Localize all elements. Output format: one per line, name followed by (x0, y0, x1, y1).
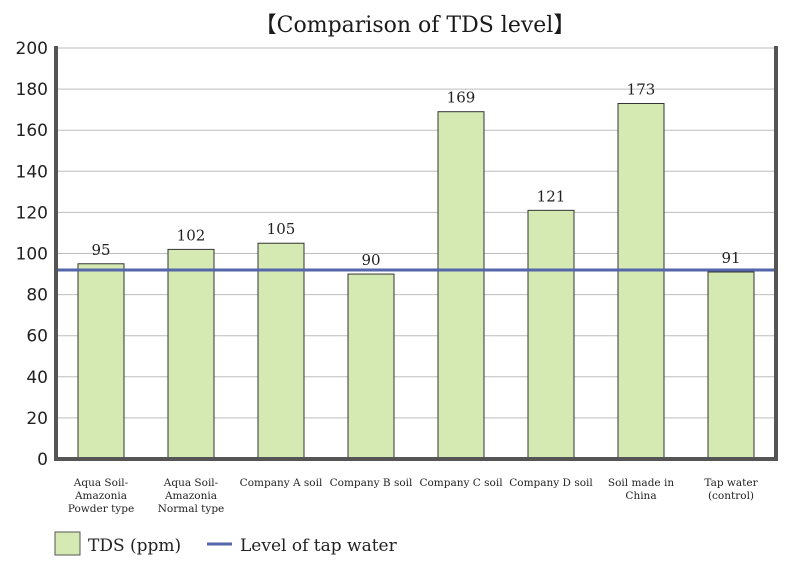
y-tick-label: 80 (26, 286, 48, 306)
bar (257, 242, 305, 460)
value-label: 173 (627, 80, 656, 98)
value-label: 95 (91, 241, 110, 259)
bar (167, 248, 215, 460)
bar (77, 263, 125, 460)
y-tick-label: 100 (16, 245, 48, 265)
bar (347, 273, 395, 460)
value-label: 169 (447, 89, 476, 107)
value-label: 90 (361, 251, 380, 269)
bar (527, 209, 575, 460)
x-tick-label: Soil made in (608, 477, 674, 489)
x-tick-label: Aqua Soil- (73, 477, 129, 489)
x-tick-label: Company D soil (509, 477, 593, 489)
legend-swatch-tds (54, 531, 81, 556)
x-tick-label: China (625, 490, 656, 502)
y-tick-label: 200 (16, 39, 48, 59)
y-tick-label: 140 (16, 162, 48, 182)
x-tick-label: Company C soil (419, 477, 503, 489)
value-label: 91 (721, 249, 740, 267)
x-tick-label: Company A soil (240, 477, 323, 489)
y-tick-labels: 0 20 40 60 80 100 120 140 160 180 200 (16, 39, 48, 470)
x-tick-label: Aqua Soil- (163, 477, 219, 489)
x-tick-label: Company B soil (330, 477, 413, 489)
value-label: 121 (537, 187, 566, 205)
y-tick-label: 180 (16, 80, 48, 100)
legend: TDS (ppm) Level of tap water (54, 531, 398, 556)
y-tick-label: 0 (37, 450, 48, 470)
value-label: 102 (177, 226, 206, 244)
axes (54, 46, 778, 461)
x-tick-label: Normal type (158, 503, 225, 515)
legend-label-tds: TDS (ppm) (88, 536, 181, 556)
gridlines (56, 47, 776, 419)
x-tick-label: (control) (708, 490, 754, 502)
x-tick-label: Tap water (704, 477, 758, 489)
y-tick-label: 120 (16, 203, 48, 223)
bars (77, 102, 755, 460)
y-tick-label: 160 (16, 121, 48, 141)
y-tick-label: 60 (26, 327, 48, 347)
x-tick-label: Amazonia (164, 490, 217, 502)
x-tick-label: Powder type (68, 503, 134, 515)
value-label: 105 (267, 220, 296, 238)
bar (707, 271, 755, 460)
bar (437, 111, 485, 460)
y-tick-label: 40 (26, 368, 48, 388)
value-labels: 95 102 105 90 169 121 173 91 (91, 80, 740, 269)
x-tick-label: Amazonia (74, 490, 127, 502)
chart-title: 【Comparison of TDS level】 (255, 13, 576, 38)
y-tick-label: 20 (26, 409, 48, 429)
legend-label-tap-water: Level of tap water (240, 536, 398, 556)
bar (617, 102, 665, 460)
